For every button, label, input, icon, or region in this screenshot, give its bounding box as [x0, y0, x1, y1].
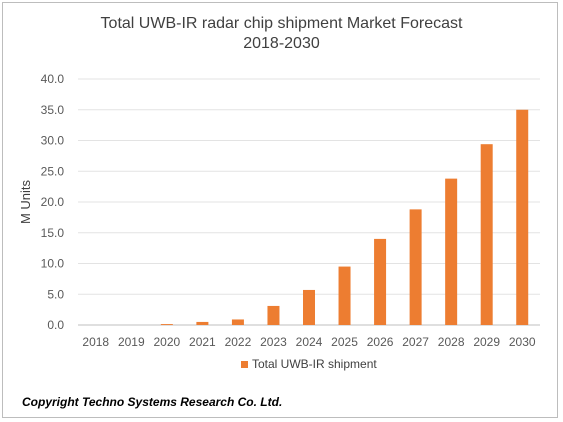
y-tick-label: 10.0: [41, 257, 65, 271]
y-tick-label: 40.0: [41, 72, 65, 86]
legend: Total UWB-IR shipment: [241, 357, 377, 371]
bar-2026: [374, 238, 387, 325]
y-tick-label: 0.0: [47, 318, 64, 332]
y-tick-label: 30.0: [41, 134, 65, 148]
chart-title: Total UWB-IR radar chip shipment Market …: [100, 15, 463, 32]
bar-2024: [303, 289, 315, 325]
x-tick-label: 2020: [153, 335, 180, 349]
y-tick-label: 20.0: [41, 195, 65, 209]
y-tick-label: 25.0: [41, 164, 65, 178]
x-tick-label: 2026: [367, 335, 394, 349]
x-tick-label: 2030: [509, 335, 536, 349]
y-tick-label: 15.0: [41, 226, 65, 240]
x-tick-label: 2029: [473, 335, 500, 349]
x-tick-label: 2028: [438, 335, 465, 349]
bars: [160, 109, 529, 325]
bar-2021: [196, 321, 209, 325]
chart-subtitle: 2018-2030: [243, 35, 320, 52]
legend-swatch: [241, 361, 248, 368]
bar-2023: [267, 305, 280, 325]
y-axis-ticks: 0.0 5.0 10.0 15.0 20.0 25.0 30.0 35.0 40.0: [41, 72, 65, 332]
gridlines: [78, 78, 540, 326]
y-axis-label: M Units: [18, 179, 33, 224]
y-tick-label: 5.0: [47, 287, 64, 301]
bar-2027: [409, 209, 422, 325]
x-tick-label: 2027: [402, 335, 429, 349]
bar-2030: [516, 109, 529, 325]
bar-2022: [231, 319, 244, 325]
copyright-text: Copyright Techno Systems Research Co. Lt…: [22, 395, 283, 409]
x-tick-label: 2024: [296, 335, 323, 349]
x-tick-label: 2025: [331, 335, 358, 349]
x-tick-label: 2023: [260, 335, 287, 349]
chart-frame: [2, 2, 558, 418]
x-axis-ticks: 2018 2019 2020 2021 2022 2023 2024 2025 2026 2027…: [82, 335, 535, 349]
bar-2025: [338, 266, 351, 325]
x-tick-label: 2018: [82, 335, 109, 349]
legend-label: Total UWB-IR shipment: [252, 357, 377, 371]
x-tick-label: 2021: [189, 335, 216, 349]
y-tick-label: 35.0: [41, 103, 65, 117]
bar-2020: [160, 324, 173, 325]
x-tick-label: 2022: [225, 335, 252, 349]
x-tick-label: 2019: [118, 335, 145, 349]
bar-2029: [480, 144, 493, 325]
bar-2028: [445, 178, 458, 325]
